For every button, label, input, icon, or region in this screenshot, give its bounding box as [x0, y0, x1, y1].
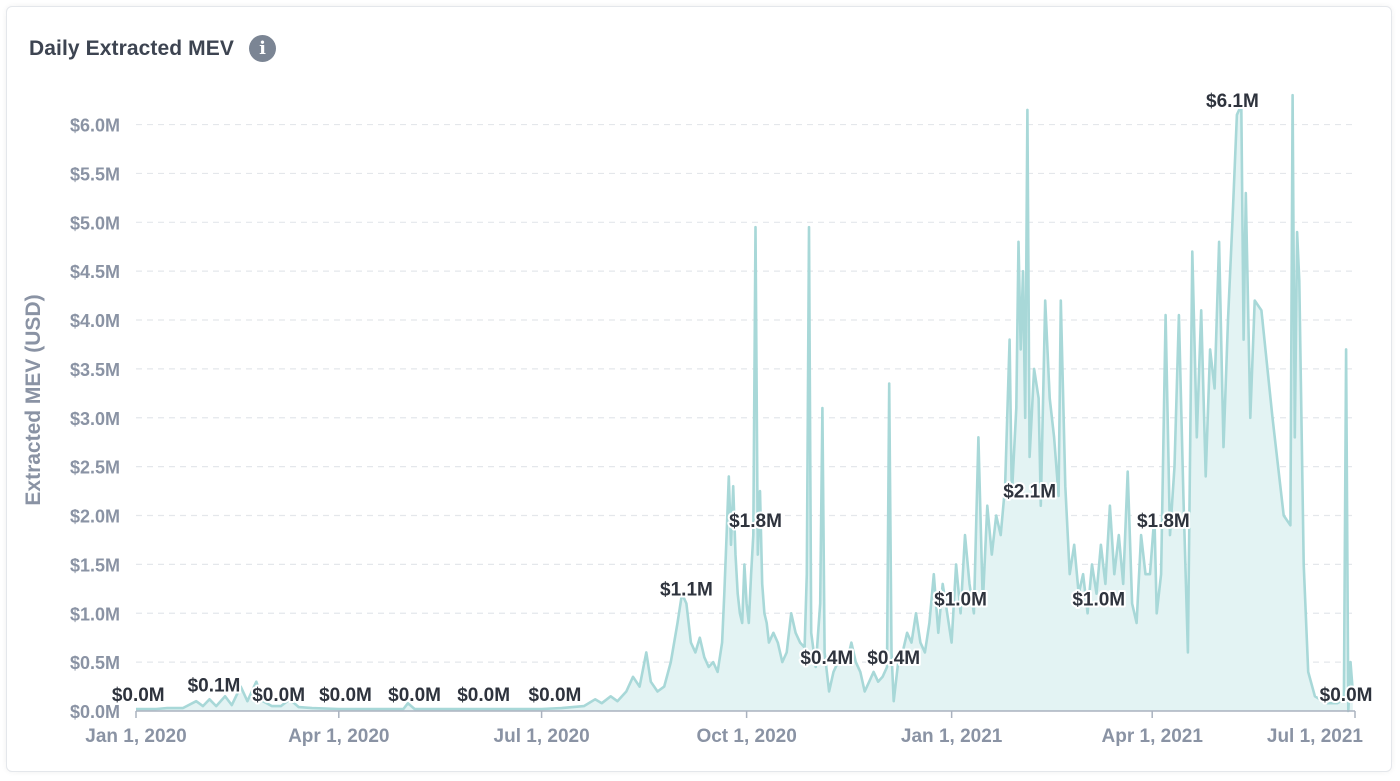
data-label: $1.8M — [729, 511, 782, 532]
y-axis-label: Extracted MEV (USD) — [22, 294, 45, 505]
data-label: $0.0M — [1320, 685, 1373, 706]
data-label: $1.0M — [934, 589, 987, 610]
x-tick-label: Apr 1, 2021 — [1102, 726, 1204, 747]
series-line — [136, 93, 1355, 713]
info-icon[interactable]: i — [248, 35, 276, 62]
series-layer — [135, 93, 1355, 713]
data-label: $0.4M — [800, 648, 853, 669]
data-label: $0.0M — [529, 685, 582, 706]
y-tick-label: $2.0M — [70, 507, 120, 527]
x-tick-label: Jan 1, 2020 — [85, 726, 186, 747]
data-label: $1.0M — [1072, 589, 1125, 610]
y-tick-label: $4.5M — [70, 262, 120, 282]
y-tick-label: $2.5M — [70, 458, 120, 478]
data-label: $6.1M — [1206, 91, 1259, 112]
data-label: $0.4M — [867, 648, 920, 669]
y-tick-label: $3.0M — [70, 409, 120, 429]
y-tick-label: $0.0M — [70, 702, 120, 722]
data-label: $1.1M — [660, 579, 713, 600]
data-label: $0.0M — [252, 685, 305, 706]
chart-title: Daily Extracted MEV — [29, 36, 234, 60]
data-label: $0.1M — [188, 675, 241, 696]
data-label: $0.0M — [388, 685, 441, 706]
y-tick-label: $1.5M — [70, 555, 120, 575]
x-tick-label: Jul 1, 2020 — [494, 726, 590, 747]
x-tick-label: Apr 1, 2020 — [288, 726, 389, 747]
x-axis: Jan 1, 2020 Apr 1, 2020 Jul 1, 2020 Oct 1, … — [85, 710, 1364, 747]
y-tick-label: $3.5M — [70, 360, 120, 380]
y-tick-label: $4.0M — [70, 311, 120, 331]
x-tick-label: Jan 1, 2021 — [901, 726, 1003, 747]
y-tick-label: $1.0M — [70, 604, 120, 624]
y-tick-label: $5.0M — [70, 213, 120, 233]
y-tick-label: $5.5M — [70, 164, 120, 184]
y-axis-ticks: $0.0M $0.5M $1.0M $1.5M $2.0M $2.5M $3.0M $3.5M… — [70, 116, 120, 722]
x-tick-label: Oct 1, 2020 — [696, 726, 796, 747]
data-label: $2.1M — [1003, 482, 1056, 503]
data-label: $0.0M — [457, 685, 510, 706]
data-labels: $0.0M $0.1M $0.0M $0.0M $0.0M $0.0M $0.0M $1.1M… — [110, 89, 1375, 708]
data-label: $0.0M — [319, 685, 372, 706]
series-area — [136, 95, 1353, 711]
y-tick-label: $6.0M — [70, 116, 120, 136]
chart-header: Daily Extracted MEV i — [29, 35, 276, 62]
y-tick-label: $0.5M — [70, 653, 120, 673]
data-label: $0.0M — [112, 685, 165, 706]
data-label: $1.8M — [1137, 511, 1190, 532]
x-tick-label: Jul 1, 2021 — [1267, 726, 1364, 747]
